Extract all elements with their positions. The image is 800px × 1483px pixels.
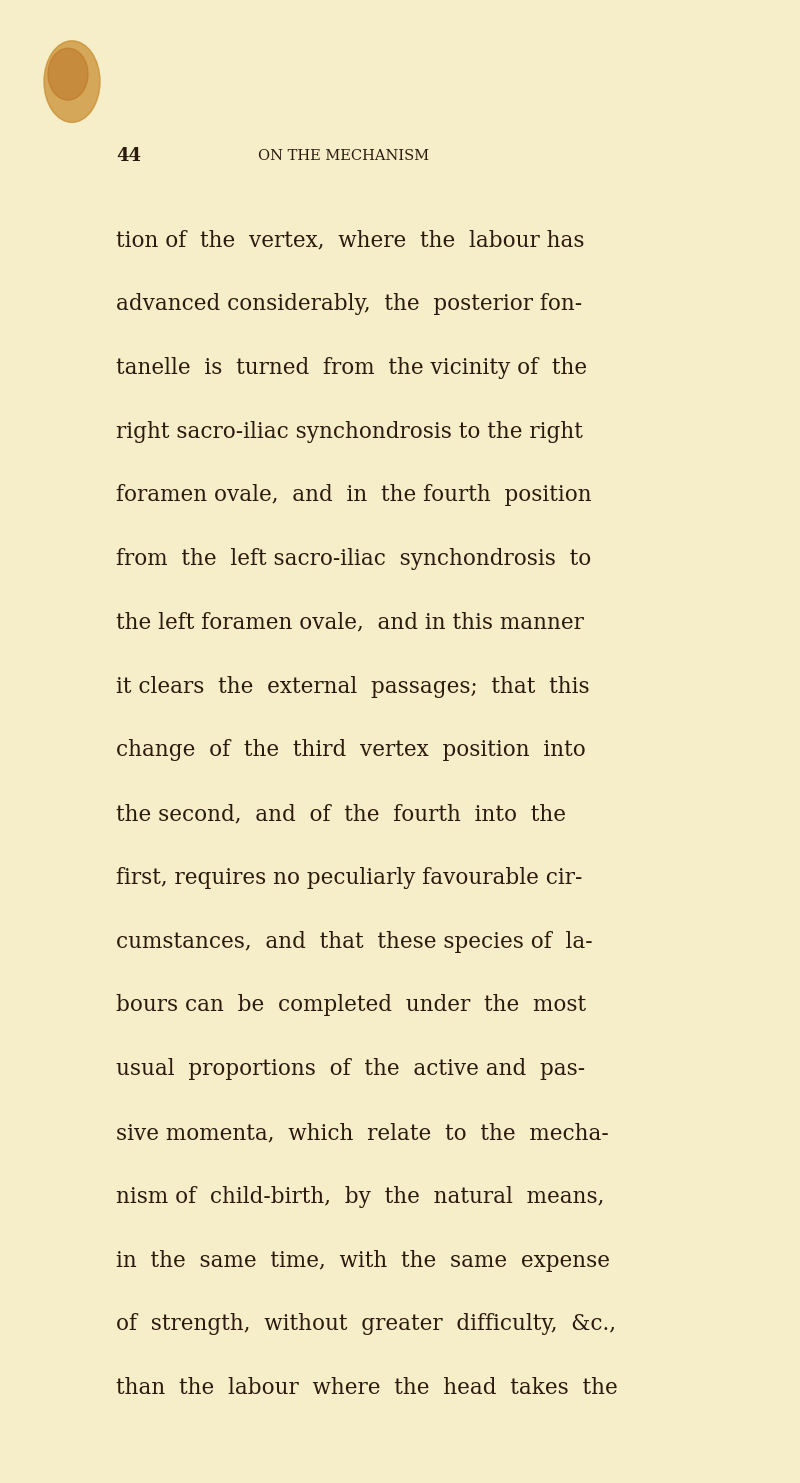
Text: from  the  left sacro-iliac  synchondrosis  to: from the left sacro-iliac synchondrosis … (116, 549, 591, 569)
Text: ON THE MECHANISM: ON THE MECHANISM (258, 148, 430, 163)
Text: bours can  be  completed  under  the  most: bours can be completed under the most (116, 995, 586, 1016)
Text: usual  proportions  of  the  active and  pas-: usual proportions of the active and pas- (116, 1059, 585, 1080)
Ellipse shape (48, 47, 88, 101)
Text: nism of  child-birth,  by  the  natural  means,: nism of child-birth, by the natural mean… (116, 1186, 604, 1207)
Text: sive momenta,  which  relate  to  the  mecha-: sive momenta, which relate to the mecha- (116, 1123, 609, 1143)
Text: 44: 44 (116, 147, 141, 165)
Text: foramen ovale,  and  in  the fourth  position: foramen ovale, and in the fourth positio… (116, 485, 592, 506)
Text: advanced considerably,  the  posterior fon-: advanced considerably, the posterior fon… (116, 294, 582, 314)
Text: of  strength,  without  greater  difficulty,  &c.,: of strength, without greater difficulty,… (116, 1314, 616, 1335)
Text: first, requires no peculiarly favourable cir-: first, requires no peculiarly favourable… (116, 868, 582, 888)
Text: right sacro-iliac synchondrosis to the right: right sacro-iliac synchondrosis to the r… (116, 421, 583, 442)
Text: cumstances,  and  that  these species of  la-: cumstances, and that these species of la… (116, 931, 593, 952)
Text: tanelle  is  turned  from  the vicinity of  the: tanelle is turned from the vicinity of t… (116, 357, 587, 378)
Text: in  the  same  time,  with  the  same  expense: in the same time, with the same expense (116, 1250, 610, 1271)
Text: it clears  the  external  passages;  that  this: it clears the external passages; that th… (116, 676, 590, 697)
Text: the second,  and  of  the  fourth  into  the: the second, and of the fourth into the (116, 804, 566, 825)
Text: than  the  labour  where  the  head  takes  the: than the labour where the head takes the (116, 1378, 618, 1398)
Text: change  of  the  third  vertex  position  into: change of the third vertex position into (116, 740, 586, 761)
Text: tion of  the  vertex,  where  the  labour has: tion of the vertex, where the labour has (116, 230, 585, 251)
Ellipse shape (44, 42, 100, 123)
Text: the left foramen ovale,  and in this manner: the left foramen ovale, and in this mann… (116, 612, 584, 633)
